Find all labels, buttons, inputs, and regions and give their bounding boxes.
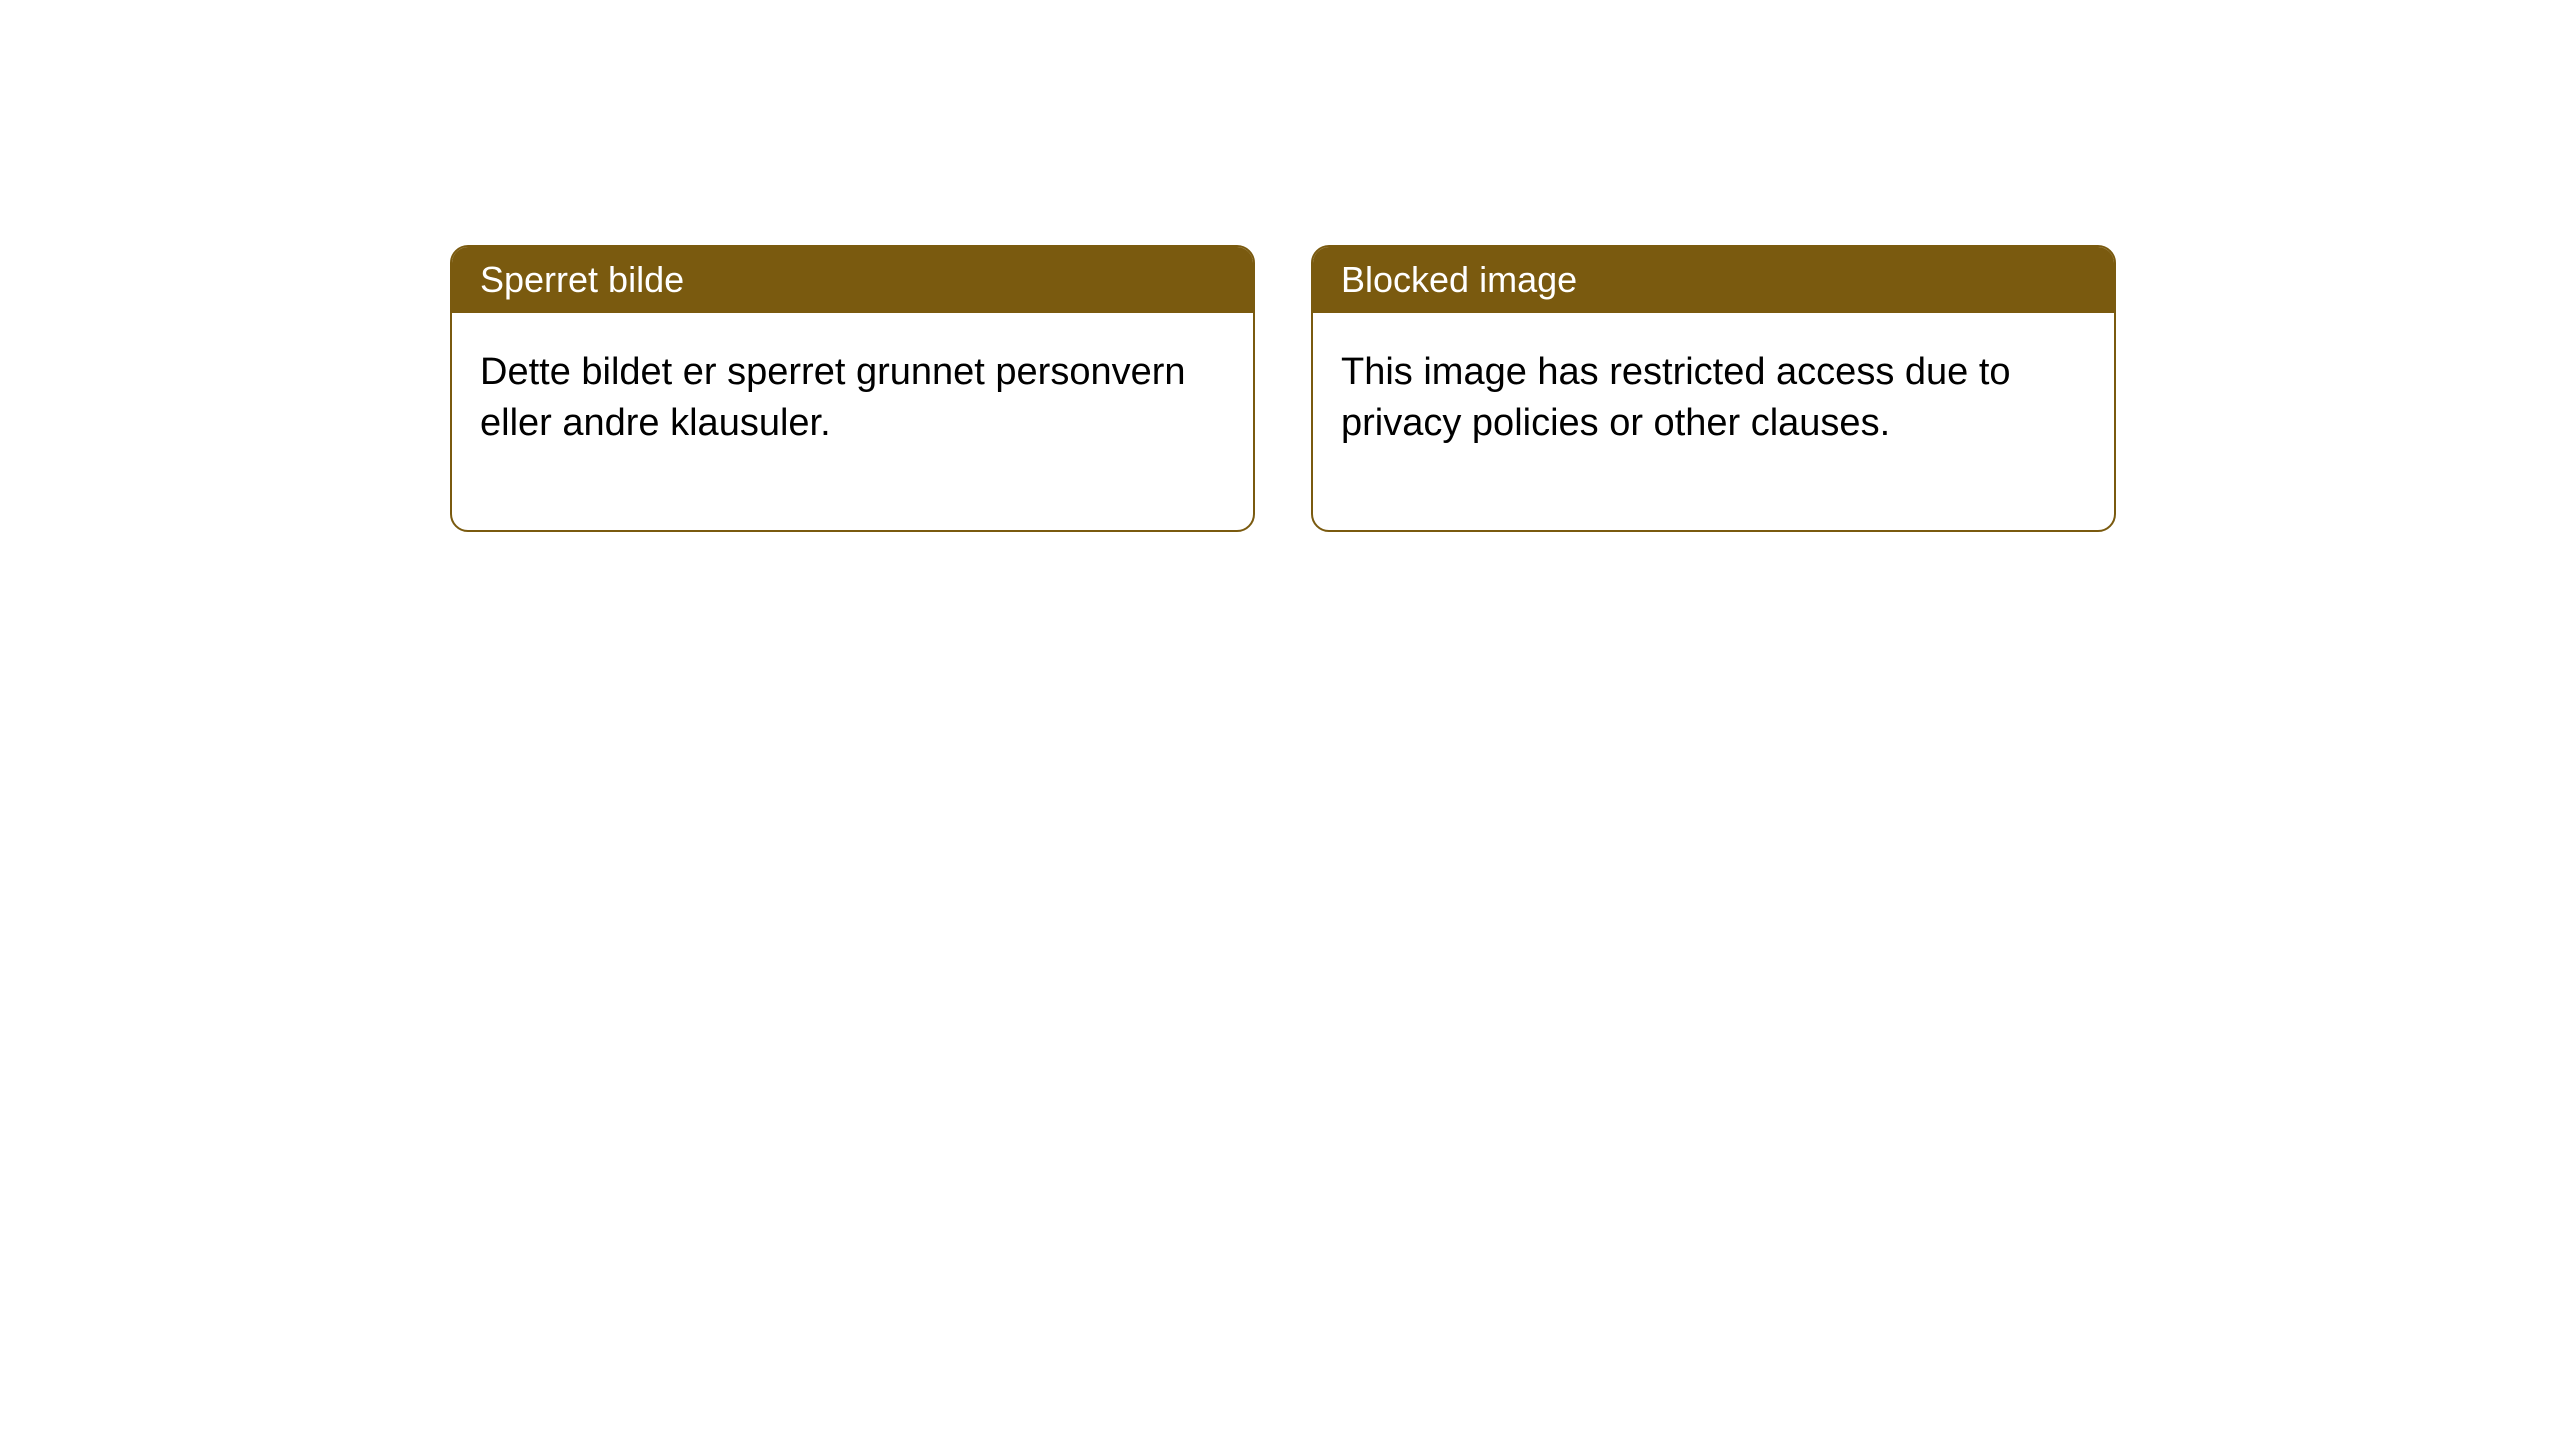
notice-text-english: This image has restricted access due to … bbox=[1341, 351, 2011, 444]
notice-box-norwegian: Sperret bilde Dette bildet er sperret gr… bbox=[450, 245, 1255, 532]
notice-title-norwegian: Sperret bilde bbox=[480, 259, 684, 300]
notice-header-english: Blocked image bbox=[1313, 247, 2114, 313]
notice-container: Sperret bilde Dette bildet er sperret gr… bbox=[450, 245, 2116, 532]
notice-text-norwegian: Dette bildet er sperret grunnet personve… bbox=[480, 351, 1186, 444]
notice-title-english: Blocked image bbox=[1341, 259, 1577, 300]
notice-box-english: Blocked image This image has restricted … bbox=[1311, 245, 2116, 532]
notice-body-english: This image has restricted access due to … bbox=[1313, 313, 2114, 530]
notice-header-norwegian: Sperret bilde bbox=[452, 247, 1253, 313]
notice-body-norwegian: Dette bildet er sperret grunnet personve… bbox=[452, 313, 1253, 530]
